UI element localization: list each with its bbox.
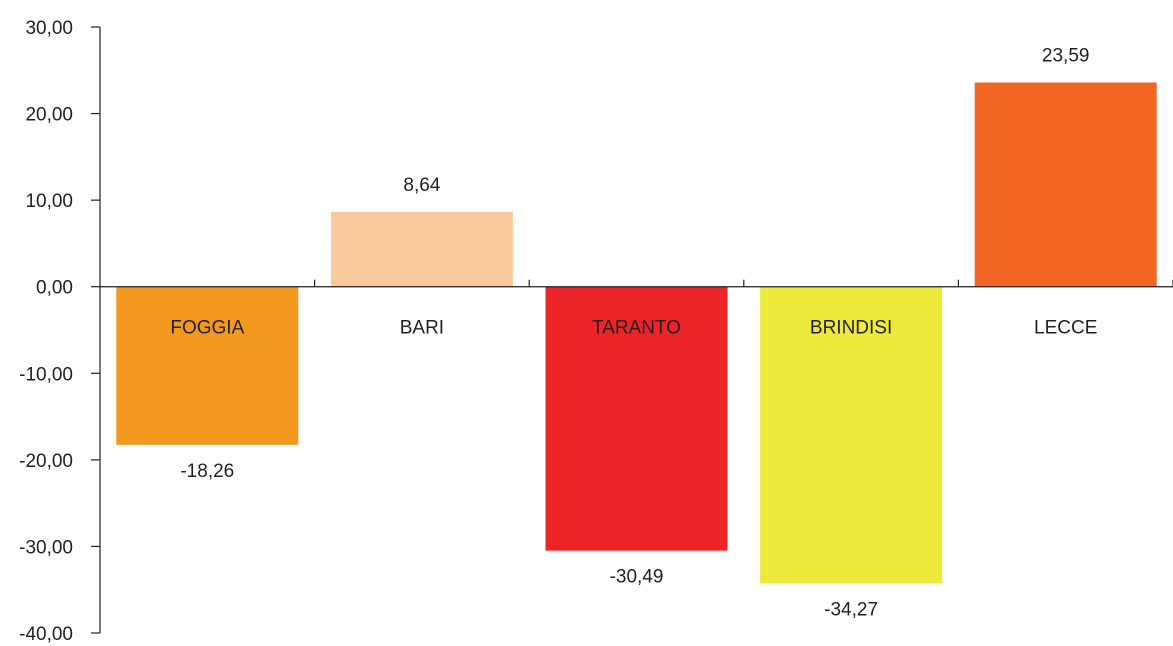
bar-brindisi	[760, 286, 943, 584]
y-tick-label: -20,00	[19, 451, 73, 472]
data-label: 8,64	[403, 175, 440, 196]
y-tick-label: 30,00	[25, 18, 73, 39]
category-label: TARANTO	[592, 318, 681, 339]
category-label: BRINDISI	[810, 318, 892, 339]
y-tick-label: -10,00	[19, 364, 73, 385]
bars	[116, 82, 1157, 584]
bar-lecce	[974, 82, 1157, 287]
y-tick-label: -40,00	[19, 624, 73, 645]
bar-taranto	[545, 286, 728, 551]
data-label: -34,27	[824, 599, 878, 620]
data-label: 23,59	[1042, 45, 1090, 66]
category-label: BARI	[400, 318, 444, 339]
x-axis	[100, 279, 1173, 288]
y-tick-label: 0,00	[36, 278, 73, 299]
data-labels: FOGGIA BARI TARANTO BRINDISI LECCE -18,26 8,64…	[170, 45, 1097, 620]
y-tick-label: -30,00	[19, 537, 73, 558]
bar-bari	[330, 211, 513, 287]
category-label: LECCE	[1034, 318, 1097, 339]
data-label: -30,49	[610, 567, 664, 588]
bar-foggia	[116, 286, 299, 445]
category-label: FOGGIA	[170, 318, 244, 339]
data-label: -18,26	[180, 461, 234, 482]
y-axis: 30,00 20,00 10,00 0,00 -10,00 -20,00 -30,00 -40…	[19, 18, 101, 645]
y-tick-label: 20,00	[25, 105, 73, 126]
y-tick-label: 10,00	[25, 191, 73, 212]
